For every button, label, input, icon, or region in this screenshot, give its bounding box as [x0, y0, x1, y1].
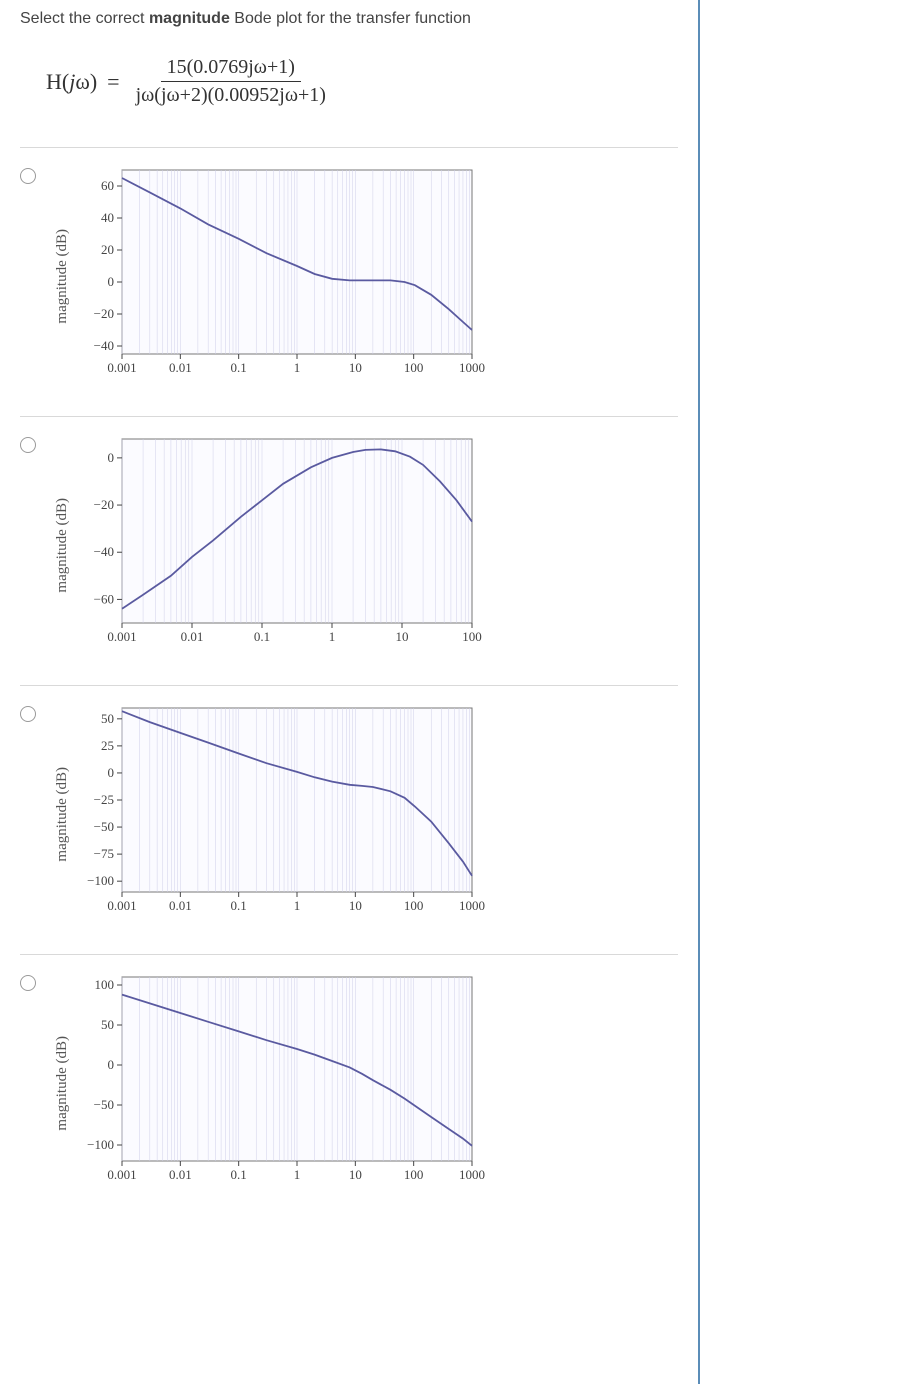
plot-wrap-a: magnitude (dB) 0.001 0.01 0.1 1 10 100 1000 −40… — [54, 162, 537, 390]
transfer-function-equation: H(jω) = 15(0.0769jω+1) jω(jω+2)(0.00952j… — [46, 56, 678, 107]
eq-lhs: H(jω) — [46, 69, 97, 95]
eq-fraction: 15(0.0769jω+1) jω(jω+2)(0.00952jω+1) — [130, 56, 332, 107]
svg-text:−75: −75 — [94, 846, 114, 861]
eq-num: 15(0.0769jω+1) — [161, 56, 301, 82]
option-a[interactable]: magnitude (dB) 0.001 0.01 0.1 1 10 100 1000 −40… — [20, 147, 678, 416]
radio-c[interactable] — [20, 706, 36, 722]
svg-text:40: 40 — [101, 210, 114, 225]
plot-wrap-c: magnitude (dB) 0.001 0.01 0.1 1 10 100 1000 −10… — [54, 700, 537, 928]
svg-text:100: 100 — [462, 629, 482, 644]
svg-text:60: 60 — [101, 178, 114, 193]
svg-text:100: 100 — [95, 977, 115, 992]
bode-plot-d: 0.001 0.01 0.1 1 10 100 1000 −100 −50 0 50 100 — [77, 969, 537, 1197]
bode-plot-b: 0.001 0.01 0.1 1 10 100 −60 −40 −20 0 — [77, 431, 537, 659]
radio-d[interactable] — [20, 975, 36, 991]
svg-text:0: 0 — [108, 450, 115, 465]
svg-text:10: 10 — [396, 629, 409, 644]
svg-text:100: 100 — [404, 360, 424, 375]
svg-text:1: 1 — [294, 1167, 301, 1182]
eq-equals: = — [107, 69, 119, 95]
option-b[interactable]: magnitude (dB) 0.001 0.01 0.1 1 10 100 −60 −40 −… — [20, 416, 678, 685]
svg-text:50: 50 — [101, 711, 114, 726]
svg-text:1: 1 — [294, 898, 301, 913]
ylabel-d: magnitude (dB) — [54, 1036, 71, 1131]
svg-text:0.001: 0.001 — [107, 898, 136, 913]
svg-text:−60: −60 — [94, 591, 114, 606]
svg-text:−20: −20 — [94, 306, 114, 321]
q-pre: Select the correct — [20, 10, 149, 27]
bode-plot-a: 0.001 0.01 0.1 1 10 100 1000 −40 −20 0 20 40 60 — [77, 162, 537, 390]
svg-text:−50: −50 — [94, 819, 114, 834]
radio-a[interactable] — [20, 168, 36, 184]
svg-text:−40: −40 — [94, 544, 114, 559]
svg-text:20: 20 — [101, 242, 114, 257]
svg-text:0: 0 — [108, 1057, 115, 1072]
svg-text:1: 1 — [294, 360, 301, 375]
svg-text:10: 10 — [349, 898, 362, 913]
svg-text:0.01: 0.01 — [181, 629, 204, 644]
svg-text:0.01: 0.01 — [169, 1167, 192, 1182]
radio-b[interactable] — [20, 437, 36, 453]
option-d[interactable]: magnitude (dB) 0.0010.010.11101001000−10… — [20, 954, 678, 1223]
svg-text:−40: −40 — [94, 338, 114, 353]
svg-text:0.1: 0.1 — [231, 360, 247, 375]
svg-text:0.01: 0.01 — [169, 898, 192, 913]
svg-text:0.001: 0.001 — [107, 629, 136, 644]
svg-text:10: 10 — [349, 360, 362, 375]
question-text: Select the correct magnitude Bode plot f… — [20, 10, 678, 28]
svg-text:25: 25 — [101, 738, 114, 753]
svg-text:10: 10 — [349, 1167, 362, 1182]
svg-text:0.001: 0.001 — [107, 360, 136, 375]
q-bold: magnitude — [149, 10, 230, 27]
svg-text:−100: −100 — [87, 873, 114, 888]
svg-text:−100: −100 — [87, 1137, 114, 1152]
bode-plot-c: 0.001 0.01 0.1 1 10 100 1000 −100 −75 −50 −25 0 25 50 — [77, 700, 537, 928]
ylabel-a: magnitude (dB) — [54, 229, 71, 324]
svg-text:−25: −25 — [94, 792, 114, 807]
svg-text:0.1: 0.1 — [231, 898, 247, 913]
svg-text:0: 0 — [108, 274, 115, 289]
svg-text:1000: 1000 — [459, 360, 485, 375]
eq-den: jω(jω+2)(0.00952jω+1) — [130, 82, 332, 107]
svg-text:100: 100 — [404, 1167, 424, 1182]
svg-text:0.1: 0.1 — [231, 1167, 247, 1182]
svg-text:−50: −50 — [94, 1097, 114, 1112]
svg-text:0: 0 — [108, 765, 115, 780]
svg-text:50: 50 — [101, 1017, 114, 1032]
svg-text:−20: −20 — [94, 497, 114, 512]
svg-text:0.001: 0.001 — [107, 1167, 136, 1182]
svg-text:1000: 1000 — [459, 1167, 485, 1182]
ylabel-b: magnitude (dB) — [54, 498, 71, 593]
svg-text:100: 100 — [404, 898, 424, 913]
plot-wrap-b: magnitude (dB) 0.001 0.01 0.1 1 10 100 −60 −40 −… — [54, 431, 537, 659]
ylabel-c: magnitude (dB) — [54, 767, 71, 862]
svg-text:1000: 1000 — [459, 898, 485, 913]
svg-text:1: 1 — [329, 629, 336, 644]
svg-text:0.01: 0.01 — [169, 360, 192, 375]
svg-text:0.1: 0.1 — [254, 629, 270, 644]
plot-wrap-d: magnitude (dB) 0.0010.010.11101001000−10… — [54, 969, 537, 1197]
q-post: Bode plot for the transfer function — [230, 10, 471, 27]
option-c[interactable]: magnitude (dB) 0.001 0.01 0.1 1 10 100 1000 −10… — [20, 685, 678, 954]
